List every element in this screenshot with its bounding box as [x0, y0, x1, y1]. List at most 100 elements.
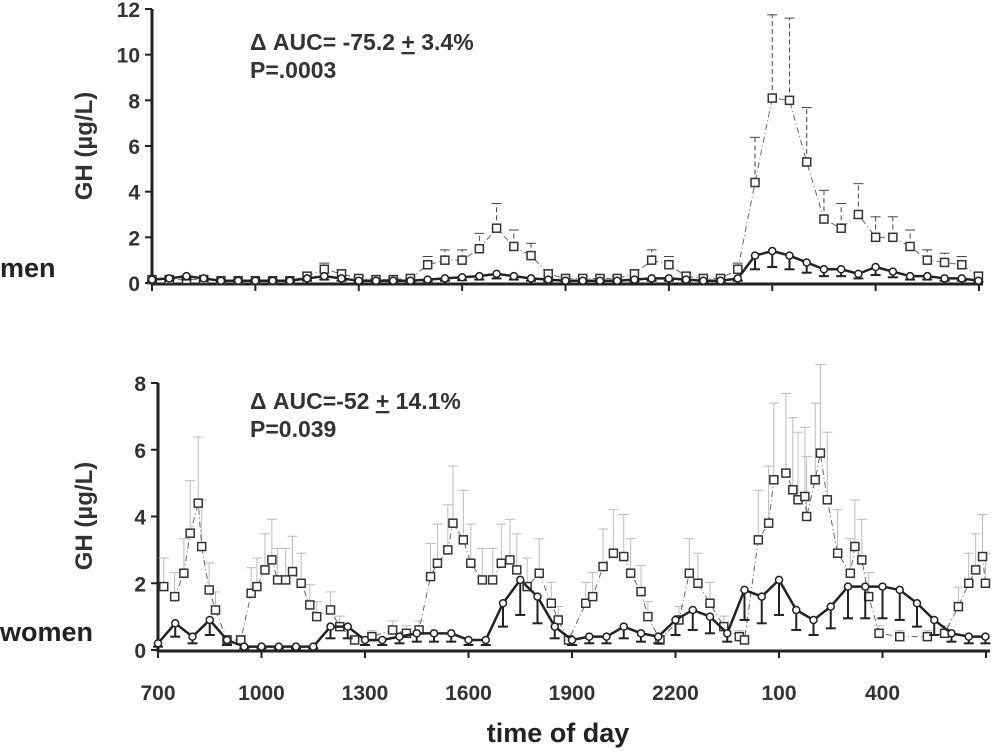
data-point-circle — [164, 274, 174, 283]
data-point-circle — [153, 639, 163, 648]
data-point-square — [819, 214, 829, 224]
data-point-square — [512, 565, 522, 575]
p-value: P=0.039 — [250, 416, 336, 442]
data-point-circle — [716, 276, 725, 285]
data-point-circle — [337, 274, 346, 283]
data-point-square — [619, 551, 629, 562]
data-point-square — [526, 250, 536, 261]
auc-prefix: Δ AUC=-52 — [250, 388, 376, 414]
data-point-square — [788, 485, 798, 495]
data-point-circle — [578, 276, 587, 285]
data-point-square — [432, 558, 443, 568]
data-point-square — [474, 244, 485, 254]
data-point-square — [608, 548, 619, 558]
data-point-square — [491, 223, 502, 233]
data-point-square — [185, 528, 195, 538]
data-point-circle — [871, 262, 880, 272]
data-point-square — [874, 628, 884, 639]
data-point-circle — [205, 615, 214, 625]
data-point-square — [664, 259, 674, 270]
data-point-square — [739, 635, 750, 645]
data-point-square — [815, 448, 826, 458]
data-point-square — [210, 605, 221, 615]
data-point-square — [939, 257, 950, 268]
data-point-square — [693, 578, 703, 588]
data-point-circle — [664, 274, 674, 283]
data-point-circle — [940, 274, 949, 283]
data-point-circle — [740, 585, 749, 595]
women-panel: women GH (µg/L) Δ AUC=-52 + 14.1% P=0.03… — [0, 363, 991, 748]
plus-minus: + — [401, 29, 414, 55]
data-point-circle — [302, 274, 312, 283]
data-point-circle — [947, 629, 956, 638]
y-axis-label: GH (µg/L) — [71, 92, 98, 200]
data-point-circle — [636, 629, 646, 638]
data-point-circle — [268, 276, 277, 285]
data-point-circle — [309, 642, 318, 651]
x-tick-label: 2200 — [652, 682, 699, 705]
data-point-circle — [222, 635, 232, 645]
data-point-circle — [550, 622, 559, 631]
data-point-square — [964, 578, 974, 588]
data-point-circle — [861, 582, 870, 591]
data-point-square — [784, 95, 795, 106]
x-axis-label: time of day — [487, 718, 630, 748]
data-point-circle — [699, 276, 708, 285]
data-point-square — [287, 566, 298, 577]
data-point-circle — [457, 273, 467, 282]
data-point-square — [448, 518, 458, 528]
data-point-square — [870, 232, 881, 243]
data-point-square — [505, 555, 515, 565]
data-point-square — [387, 625, 398, 635]
data-point-circle — [274, 642, 283, 651]
data-point-circle — [423, 275, 432, 284]
data-point-circle — [612, 276, 622, 285]
data-point-square — [272, 575, 283, 585]
data-point-circle — [464, 635, 473, 645]
auc-annotation: Δ AUC=-52 + 14.1% — [250, 388, 461, 414]
data-point-circle — [785, 251, 794, 260]
data-point-square — [922, 255, 933, 265]
data-point-circle — [240, 642, 249, 651]
data-point-circle — [647, 274, 656, 283]
data-point-circle — [602, 632, 611, 641]
data-point-circle — [182, 271, 191, 281]
data-point-square — [311, 611, 322, 622]
data-point-square — [767, 93, 777, 103]
x-tick-label: 100 — [761, 682, 796, 705]
data-point-circle — [905, 271, 915, 281]
data-point-square — [733, 264, 743, 275]
data-point-circle — [826, 602, 835, 611]
y-tick-label: 8 — [128, 90, 140, 113]
data-point-square — [587, 591, 598, 602]
x-tick-label: 1300 — [342, 682, 389, 705]
data-point-square — [443, 545, 453, 555]
data-point-circle — [802, 258, 811, 267]
y-tick-label: 6 — [128, 136, 140, 159]
data-point-circle — [492, 269, 501, 279]
data-point-square — [853, 209, 864, 220]
y-tick-label: 2 — [128, 227, 140, 250]
y-tick-label: 12 — [117, 0, 140, 22]
data-point-circle — [705, 612, 715, 621]
data-point-circle — [412, 629, 421, 638]
data-point-square — [980, 578, 991, 588]
data-point-square — [325, 605, 336, 615]
data-point-square — [822, 495, 833, 505]
data-point-circle — [854, 269, 863, 279]
data-point-square — [440, 255, 450, 265]
data-point-square — [193, 498, 203, 508]
data-point-circle — [509, 271, 519, 281]
p-value: P=.0003 — [250, 57, 336, 83]
data-point-square — [970, 565, 981, 575]
series-line-square — [163, 452, 986, 642]
data-point-square — [305, 600, 315, 610]
data-point-square — [581, 598, 591, 609]
data-point-square — [598, 561, 608, 572]
data-point-circle — [354, 276, 363, 285]
data-point-square — [553, 615, 563, 625]
data-point-circle — [475, 271, 484, 281]
data-point-circle — [930, 615, 939, 625]
data-point-circle — [957, 274, 967, 283]
